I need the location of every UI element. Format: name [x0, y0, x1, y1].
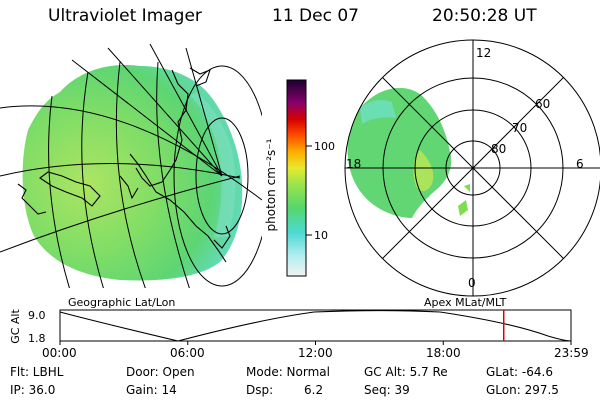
altitude-plot	[59, 309, 572, 345]
right-panel-caption: Apex MLat/MLT	[424, 296, 507, 309]
altitude-curve	[59, 309, 572, 342]
colorbar-unit-label: photon cm⁻²s⁻¹	[264, 138, 278, 232]
mlt-label-12: 12	[476, 46, 492, 60]
xtick-0600: 06:00	[170, 346, 205, 360]
image-time: 20:50:28 UT	[432, 6, 537, 26]
mlat-label-70: 70	[512, 121, 528, 135]
mlt-label-6: 6	[576, 157, 584, 171]
altitude-ylabel: GC Alt	[8, 309, 22, 344]
status-gc-alt: GC Alt: 5.7 Re	[364, 365, 448, 379]
status-dsp-label: Dsp:	[246, 383, 274, 397]
geographic-image-panel	[0, 43, 262, 288]
xtick-0000: 00:00	[42, 346, 77, 360]
status-dsp-value: 6.2	[304, 383, 324, 397]
mlt-label-18: 18	[346, 157, 362, 171]
colorbar-tick-10: 10	[314, 229, 328, 242]
mlat-label-80: 80	[491, 142, 507, 156]
status-flt: Flt: LBHL	[10, 365, 64, 379]
altitude-ytick-high: 9.0	[28, 309, 46, 322]
mlat-label-60: 60	[535, 97, 551, 111]
status-glat: GLat: -64.6	[486, 365, 553, 379]
xtick-2359: 23:59	[554, 346, 589, 360]
instrument-title: Ultraviolet Imager	[48, 6, 202, 26]
status-gain: Gain: 14	[126, 383, 177, 397]
xtick-1800: 18:00	[426, 346, 461, 360]
status-mode: Mode: Normal	[246, 365, 330, 379]
xtick-1200: 12:00	[298, 346, 333, 360]
polar-image-panel	[344, 39, 600, 297]
status-door: Door: Open	[126, 365, 195, 379]
colorbar-tick-100: 100	[314, 140, 335, 153]
image-date: 11 Dec 07	[272, 6, 359, 26]
altitude-ytick-low: 1.8	[28, 332, 46, 345]
intensity-colorbar	[286, 79, 312, 277]
status-glon: GLon: 297.5	[486, 383, 559, 397]
auroral-emission-left	[22, 65, 243, 281]
status-ip: IP: 36.0	[10, 383, 56, 397]
left-panel-caption: Geographic Lat/Lon	[68, 296, 176, 309]
mlt-label-0: 0	[468, 276, 476, 290]
status-seq: Seq: 39	[364, 383, 410, 397]
